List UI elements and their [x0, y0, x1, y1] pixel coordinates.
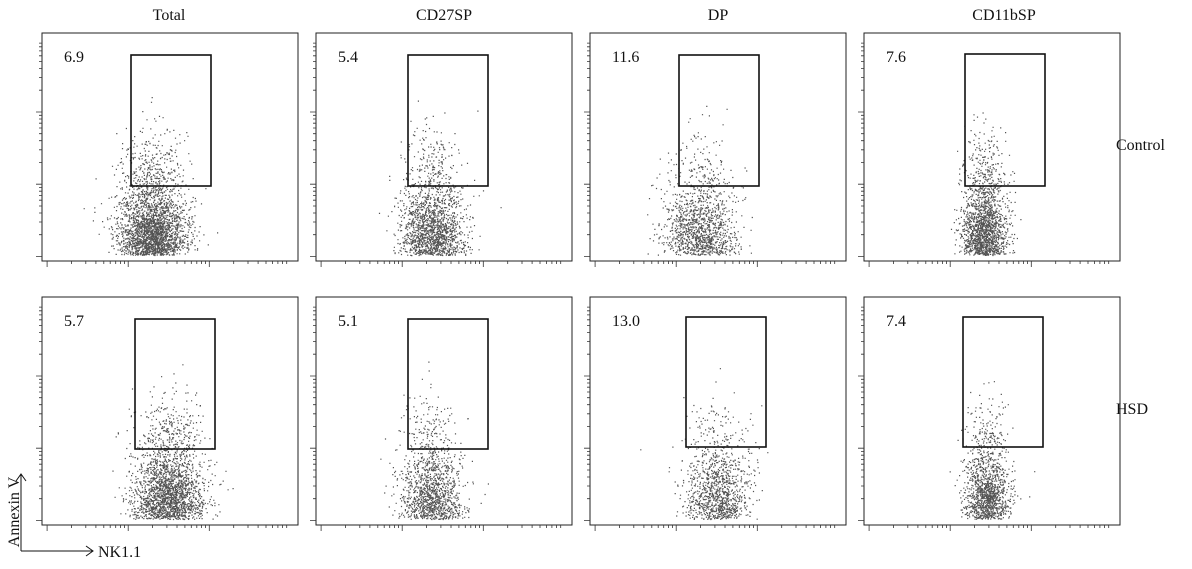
- event-dots: [378, 100, 502, 257]
- gate-rectangle: [407, 54, 489, 187]
- column-title-cd11bsp: CD11bSP: [972, 7, 1036, 24]
- panel-hsd-cd11bsp: 7.4: [858, 296, 1121, 531]
- axis-ticks: [310, 306, 562, 531]
- plot-frame: [863, 32, 1121, 262]
- event-dot-cloud: [640, 368, 769, 521]
- plot-frame: [589, 32, 847, 262]
- gate-rectangle: [964, 53, 1046, 187]
- axis-ticks: [584, 42, 836, 267]
- column-title-dp: DP: [708, 7, 729, 24]
- x-axis-arrowhead: [85, 545, 94, 557]
- event-dot-cloud: [949, 381, 1036, 520]
- axis-ticks: [36, 306, 288, 531]
- gate-rectangle: [134, 318, 216, 450]
- row-label-hsd: HSD: [1116, 401, 1148, 418]
- panel-control-dp: 11.6: [584, 32, 847, 267]
- event-dot-cloud: [950, 112, 1022, 257]
- event-dot-cloud: [380, 361, 489, 521]
- column-titles: Total CD27SP DP CD11bSP: [153, 7, 1036, 24]
- event-dots: [380, 361, 489, 521]
- event-dot-cloud: [83, 97, 219, 257]
- gate-rectangle: [678, 54, 760, 187]
- gate-percent-label: 5.7: [64, 313, 84, 330]
- gate-percent-label: 5.1: [338, 313, 358, 330]
- plot-panels: 6.9 5.4 11.6 7.6 5.7 5.1 13.0 7.4: [36, 32, 1121, 531]
- axis-ticks: [858, 42, 1110, 267]
- gate-percent-label: 13.0: [612, 313, 640, 330]
- row-label-control: Control: [1116, 137, 1165, 154]
- gate-rectangle: [685, 316, 767, 448]
- gate-percent-label: 5.4: [338, 49, 358, 66]
- plot-frame: [863, 296, 1121, 526]
- plot-frame: [41, 296, 299, 526]
- plot-frame: [41, 32, 299, 262]
- event-dot-cloud: [647, 105, 753, 256]
- plot-frame: [315, 32, 573, 262]
- axis-legend: Annexin V NK1.1: [6, 473, 141, 561]
- panel-hsd-dp: 13.0: [584, 296, 847, 531]
- event-dots: [647, 105, 753, 256]
- event-dots: [950, 112, 1022, 257]
- event-dots: [83, 97, 219, 257]
- event-dot-cloud: [112, 364, 234, 521]
- panel-hsd-cd27sp: 5.1: [310, 296, 573, 531]
- event-dots: [112, 364, 234, 521]
- y-axis-arrowhead: [15, 473, 27, 482]
- plot-frame: [315, 296, 573, 526]
- panel-control-cd27sp: 5.4: [310, 32, 573, 267]
- gate-percent-label: 6.9: [64, 49, 84, 66]
- axis-ticks: [858, 306, 1110, 531]
- y-axis-label: Annexin V: [6, 476, 23, 547]
- gate-rectangle: [130, 54, 212, 187]
- panel-hsd-total: 5.7: [36, 296, 299, 531]
- event-dots: [640, 368, 769, 521]
- event-dots: [949, 381, 1036, 520]
- axis-ticks: [584, 306, 836, 531]
- gate-rectangle: [407, 318, 489, 450]
- gate-rectangle: [962, 316, 1044, 448]
- panel-control-cd11bsp: 7.6: [858, 32, 1121, 267]
- event-dot-cloud: [378, 100, 502, 257]
- axis-ticks: [36, 42, 288, 267]
- gate-percent-label: 7.6: [886, 49, 906, 66]
- plot-frame: [589, 296, 847, 526]
- panel-control-total: 6.9: [36, 32, 299, 267]
- axis-ticks: [310, 42, 562, 267]
- x-axis-label: NK1.1: [98, 544, 141, 561]
- column-title-total: Total: [153, 7, 186, 24]
- row-labels: Control HSD: [1116, 137, 1165, 418]
- gate-percent-label: 7.4: [886, 313, 906, 330]
- column-title-cd27sp: CD27SP: [416, 7, 472, 24]
- gate-percent-label: 11.6: [612, 49, 639, 66]
